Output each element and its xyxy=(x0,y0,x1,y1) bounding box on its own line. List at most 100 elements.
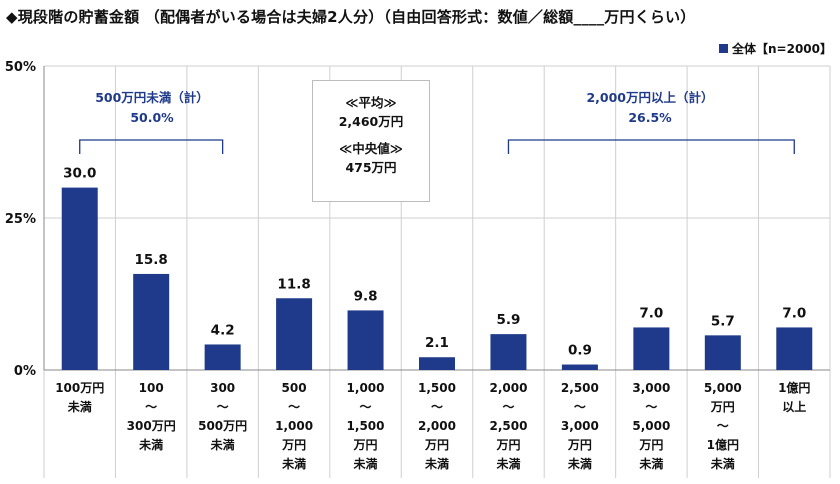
x-tick-label-line: 1億円 xyxy=(778,380,810,395)
x-tick-label-line: 未満 xyxy=(710,456,735,471)
bar-value-label: 4.2 xyxy=(211,322,235,338)
x-tick-label: 300 ～ 500万円未満 xyxy=(198,381,247,452)
low-bracket-value: 50.0% xyxy=(130,110,174,125)
x-tick-label-line: 100万円 xyxy=(55,381,104,395)
bar-value-label: 15.8 xyxy=(135,252,168,268)
x-tick-label-line: 未満 xyxy=(210,437,235,452)
bar xyxy=(204,344,241,370)
low-bracket-label: 500万円未満（計） xyxy=(95,90,209,105)
legend: 全体【n=2000】 xyxy=(719,40,832,57)
bar-value-label: 9.8 xyxy=(354,288,378,304)
x-tick-label-line: ～ xyxy=(360,400,372,414)
x-tick-label-line: 3,000 xyxy=(632,381,670,395)
x-tick-label: 100 ～ 300万円未満 xyxy=(127,381,176,452)
x-tick-label-line: 万円 xyxy=(567,438,592,452)
x-tick-label: 1億円以上 xyxy=(778,380,810,414)
median-value: 475万円 xyxy=(345,160,397,175)
bar-value-label: 30.0 xyxy=(63,166,96,182)
bar xyxy=(776,327,813,370)
summary-stat-box: ≪平均≫ 2,460万円 ≪中央値≫ 475万円 xyxy=(312,80,430,202)
bar-value-label: 7.0 xyxy=(782,305,806,321)
x-tick-label: 1,000 ～ 1,500 万円未満 xyxy=(347,381,385,471)
bar xyxy=(561,364,598,370)
x-tick-label-line: 500 xyxy=(282,381,307,395)
x-tick-label-line: 未満 xyxy=(638,456,663,471)
legend-swatch xyxy=(719,44,728,53)
x-tick-label-line: 2,000 xyxy=(418,419,456,433)
low-bracket-annotation: 500万円未満（計） 50.0% xyxy=(62,88,242,128)
x-tick-label-line: ～ xyxy=(288,400,300,414)
bar xyxy=(490,334,527,370)
x-tick-label-line: 300万円 xyxy=(127,419,176,433)
x-tick-label-line: ～ xyxy=(431,400,443,414)
x-tick-label-line: 未満 xyxy=(353,456,378,471)
x-tick-label-line: 万円 xyxy=(710,400,735,414)
x-tick-label-line: ～ xyxy=(502,400,514,414)
x-tick-label: 100万円未満 xyxy=(55,381,104,414)
legend-label: 全体【n=2000】 xyxy=(732,42,832,56)
x-tick-label-line: 1億円 xyxy=(707,437,739,452)
x-tick-label-line: 万円 xyxy=(353,438,378,452)
bar-value-label: 0.9 xyxy=(568,343,592,359)
y-tick-label: 50% xyxy=(5,60,36,75)
x-tick-label-line: 500万円 xyxy=(198,419,247,433)
y-tick-label: 25% xyxy=(5,212,36,227)
x-tick-label-line: 2,000 xyxy=(489,381,527,395)
bar-value-label: 11.8 xyxy=(277,276,310,292)
bar xyxy=(276,298,313,370)
bar-value-label: 5.9 xyxy=(496,312,520,328)
x-tick-label-line: ～ xyxy=(145,400,157,414)
bar xyxy=(133,273,170,370)
x-tick-label: 5,000 万円 ～ 1億円未満 xyxy=(704,381,742,471)
x-tick-label-line: 万円 xyxy=(638,438,663,452)
bar-value-label: 2.1 xyxy=(425,335,449,351)
bar xyxy=(419,357,455,370)
x-tick-label-line: 5,000 xyxy=(704,381,742,395)
x-tick-label-line: 3,000 xyxy=(561,419,599,433)
bar-value-label: 5.7 xyxy=(711,313,735,329)
x-tick-label-line: ～ xyxy=(217,400,229,414)
x-tick-label: 2,000 ～ 2,500 万円未満 xyxy=(489,381,527,471)
x-tick-label-line: 1,000 xyxy=(275,419,313,433)
high-bracket-annotation: 2,000万円以上（計） 26.5% xyxy=(490,88,810,128)
chart-title: ◆現段階の貯蓄金額 （配偶者がいる場合は夫婦2人分）（自由回答形式：数値／総額_… xyxy=(6,8,696,26)
mean-label: ≪平均≫ xyxy=(345,95,397,110)
bar xyxy=(704,335,741,370)
x-tick-label: 500 ～ 1,000 万円未満 xyxy=(275,381,313,471)
x-tick-label-line: 万円 xyxy=(424,438,449,452)
x-tick-label: 1,500 ～ 2,000 万円未満 xyxy=(418,381,456,471)
bar-value-label: 7.0 xyxy=(639,305,663,321)
x-tick-label-line: 万円 xyxy=(495,438,520,452)
x-tick-label-line: 1,000 xyxy=(347,381,385,395)
x-tick-label: 3,000 ～ 5,000 万円未満 xyxy=(632,381,670,471)
median-label: ≪中央値≫ xyxy=(339,141,403,156)
x-tick-label-line: 100 xyxy=(139,381,164,395)
x-tick-label-line: 5,000 xyxy=(632,419,670,433)
bar xyxy=(347,310,384,370)
bar xyxy=(633,327,670,370)
bar xyxy=(61,187,98,370)
x-tick-label-line: 未満 xyxy=(67,399,92,414)
x-tick-label-line: ～ xyxy=(645,400,657,414)
x-tick-label-line: ～ xyxy=(717,419,729,433)
x-tick-label-line: ～ xyxy=(574,400,586,414)
x-tick-label-line: 万円 xyxy=(281,438,306,452)
low-bracket-line xyxy=(79,139,224,154)
mean-value: 2,460万円 xyxy=(338,114,404,129)
x-tick-label-line: 未満 xyxy=(424,456,449,471)
x-tick-label-line: 未満 xyxy=(495,456,520,471)
x-tick-label-line: 未満 xyxy=(281,456,306,471)
x-tick-label-line: 2,500 xyxy=(489,419,527,433)
x-tick-label-line: 以上 xyxy=(782,399,806,414)
high-bracket-line xyxy=(507,139,795,154)
x-tick-label-line: 1,500 xyxy=(418,381,456,395)
x-tick-label: 2,500 ～ 3,000 万円未満 xyxy=(561,381,599,471)
high-bracket-label: 2,000万円以上（計） xyxy=(586,90,714,105)
x-tick-label-line: 未満 xyxy=(567,456,592,471)
x-tick-label-line: 1,500 xyxy=(347,419,385,433)
x-tick-label-line: 未満 xyxy=(138,437,163,452)
y-tick-label: 0% xyxy=(14,364,36,379)
x-tick-label-line: 2,500 xyxy=(561,381,599,395)
high-bracket-value: 26.5% xyxy=(628,110,672,125)
